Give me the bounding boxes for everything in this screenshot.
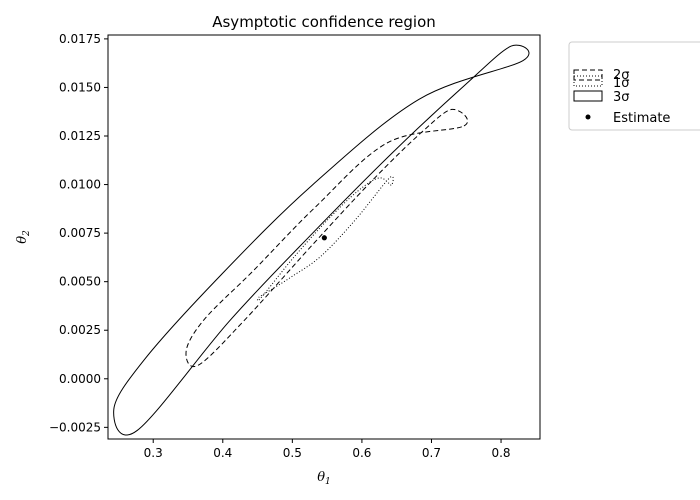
y-axis-label: θ2 <box>15 230 32 244</box>
series-layer <box>113 44 530 436</box>
y-tick-label: 0.0025 <box>59 323 101 337</box>
x-axis-label: θ1 <box>317 470 331 487</box>
ellipse-1sigma <box>256 176 394 302</box>
legend-swatch-2sigma <box>573 69 603 81</box>
legend-label-1sigma: 1σ <box>613 76 630 91</box>
legend-swatch-1sigma <box>573 75 603 87</box>
y-tick-label: 0.0125 <box>59 129 101 143</box>
y-tick-label: 0.0000 <box>59 372 101 386</box>
y-tick-label: 0.0075 <box>59 226 101 240</box>
y-tick-label: −0.0025 <box>49 420 101 434</box>
x-tick-label: 0.5 <box>283 446 302 460</box>
y-tick-label: 0.0175 <box>59 32 101 46</box>
legend: 1σ 2σ 3σ Estimate <box>568 41 700 131</box>
ellipse-3sigma <box>113 44 530 436</box>
legend-marker-estimate <box>585 114 591 120</box>
x-tick-label: 0.3 <box>144 446 163 460</box>
legend-box <box>568 41 700 131</box>
y-tick-label: 0.0100 <box>59 178 101 192</box>
y-tick-label: 0.0050 <box>59 275 101 289</box>
ellipse-2sigma <box>185 108 469 368</box>
x-tick-label: 0.6 <box>352 446 371 460</box>
legend-label-2sigma: 2σ <box>613 68 630 83</box>
legend-label-3sigma: 3σ <box>613 90 630 105</box>
axes: 0.3 0.4 0.5 0.6 0.7 0.8 −0.0025 0.0000 0.0025 0.0… <box>49 32 511 460</box>
x-tick-label: 0.4 <box>213 446 232 460</box>
legend-swatch-3sigma <box>573 90 603 102</box>
x-tick-label: 0.8 <box>491 446 510 460</box>
x-tick-label: 0.7 <box>422 446 441 460</box>
y-tick-label: 0.0150 <box>59 80 101 94</box>
plot-frame <box>107 34 541 440</box>
estimate-point <box>321 235 327 241</box>
chart-title: Asymptotic confidence region <box>212 13 436 31</box>
legend-label-estimate: Estimate <box>613 111 670 126</box>
